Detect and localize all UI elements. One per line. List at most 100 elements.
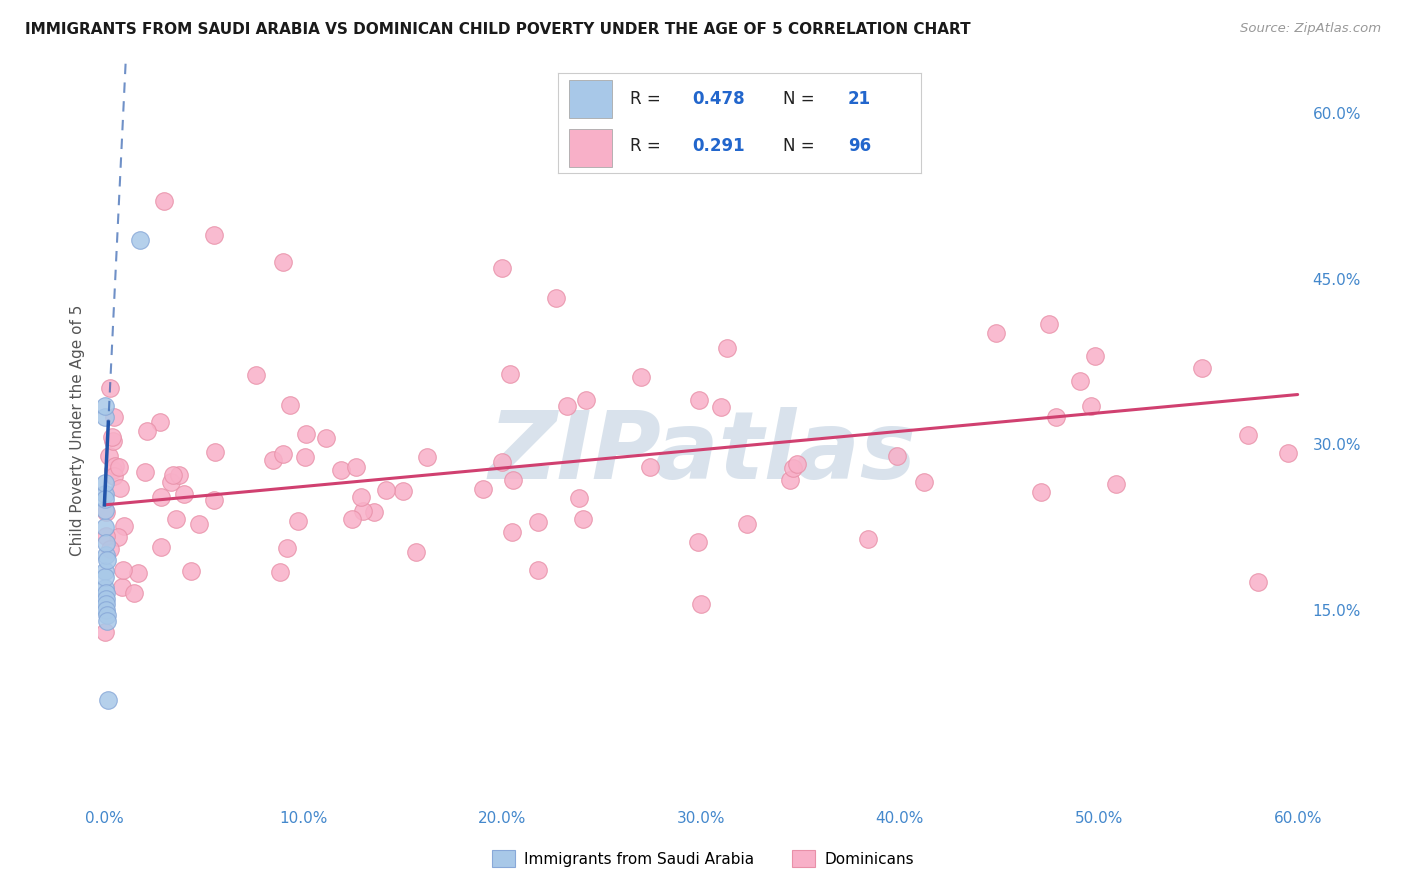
Y-axis label: Child Poverty Under the Age of 5: Child Poverty Under the Age of 5: [69, 305, 84, 556]
Point: [544, 292, 567, 306]
Point: [134, 465, 156, 479]
Point: [352, 503, 374, 517]
Point: [294, 450, 316, 464]
Point: [735, 516, 758, 531]
Point: [98, 542, 121, 557]
Point: [392, 484, 415, 499]
Point: [107, 530, 129, 544]
Point: [344, 460, 367, 475]
Point: [273, 255, 295, 269]
Point: [571, 512, 593, 526]
Point: [96, 548, 118, 562]
Point: [273, 447, 295, 461]
Point: [1031, 484, 1053, 499]
Point: [93, 520, 115, 534]
Point: [315, 432, 337, 446]
Point: [1084, 349, 1107, 363]
Point: [101, 430, 124, 444]
Point: [180, 564, 202, 578]
Point: [501, 524, 523, 539]
Point: [93, 564, 115, 578]
Point: [245, 368, 267, 382]
Point: [136, 424, 159, 438]
Point: [94, 487, 117, 501]
Point: [491, 260, 513, 275]
Point: [107, 459, 129, 474]
Point: [98, 381, 121, 395]
Point: [856, 532, 879, 546]
Point: [94, 399, 117, 413]
Point: [94, 505, 117, 519]
Point: [96, 536, 118, 550]
Point: [269, 565, 291, 579]
Point: [1080, 399, 1102, 413]
Legend: Immigrants from Saudi Arabia, Dominicans: Immigrants from Saudi Arabia, Dominicans: [486, 844, 920, 873]
Point: [688, 393, 710, 408]
Point: [94, 503, 117, 517]
Point: [111, 563, 134, 577]
Point: [1237, 427, 1260, 442]
Point: [94, 528, 117, 542]
Point: [112, 518, 135, 533]
Point: [167, 468, 190, 483]
Point: [630, 370, 652, 384]
Point: [779, 473, 801, 487]
Point: [104, 458, 127, 473]
Point: [1191, 361, 1213, 376]
Point: [575, 393, 598, 408]
Point: [127, 566, 149, 581]
Point: [342, 512, 364, 526]
Point: [202, 227, 225, 242]
Point: [149, 415, 172, 429]
Point: [202, 493, 225, 508]
Point: [527, 515, 550, 529]
Text: ZIPatlas: ZIPatlas: [489, 407, 917, 499]
Point: [1045, 409, 1067, 424]
Point: [912, 475, 935, 490]
Point: [159, 475, 181, 489]
Point: [555, 399, 578, 413]
Point: [129, 233, 152, 247]
Point: [165, 512, 187, 526]
Text: Source: ZipAtlas.com: Source: ZipAtlas.com: [1240, 22, 1381, 36]
Point: [103, 469, 125, 483]
Point: [1105, 477, 1128, 491]
Point: [96, 603, 118, 617]
Point: [502, 473, 524, 487]
Point: [96, 614, 118, 628]
Point: [716, 342, 738, 356]
Point: [1038, 317, 1060, 331]
Point: [471, 483, 494, 497]
Point: [122, 586, 145, 600]
Point: [162, 468, 184, 483]
Point: [108, 481, 131, 495]
Point: [1277, 446, 1299, 460]
Point: [97, 449, 120, 463]
Point: [103, 463, 125, 477]
Point: [886, 449, 908, 463]
Point: [363, 505, 385, 519]
Point: [278, 398, 301, 412]
Point: [415, 450, 437, 464]
Point: [187, 517, 209, 532]
Point: [96, 553, 118, 567]
Point: [638, 459, 661, 474]
Point: [527, 563, 550, 577]
Point: [96, 608, 118, 623]
Point: [153, 194, 176, 209]
Point: [111, 581, 134, 595]
Point: [984, 326, 1007, 341]
Point: [262, 453, 284, 467]
Point: [94, 586, 117, 600]
Point: [491, 455, 513, 469]
Point: [94, 492, 117, 507]
Point: [204, 445, 226, 459]
Point: [710, 400, 733, 414]
Point: [94, 591, 117, 606]
Point: [350, 490, 373, 504]
Point: [782, 460, 804, 475]
Point: [103, 409, 125, 424]
Point: [94, 581, 117, 595]
Point: [405, 545, 427, 559]
Point: [94, 569, 117, 583]
